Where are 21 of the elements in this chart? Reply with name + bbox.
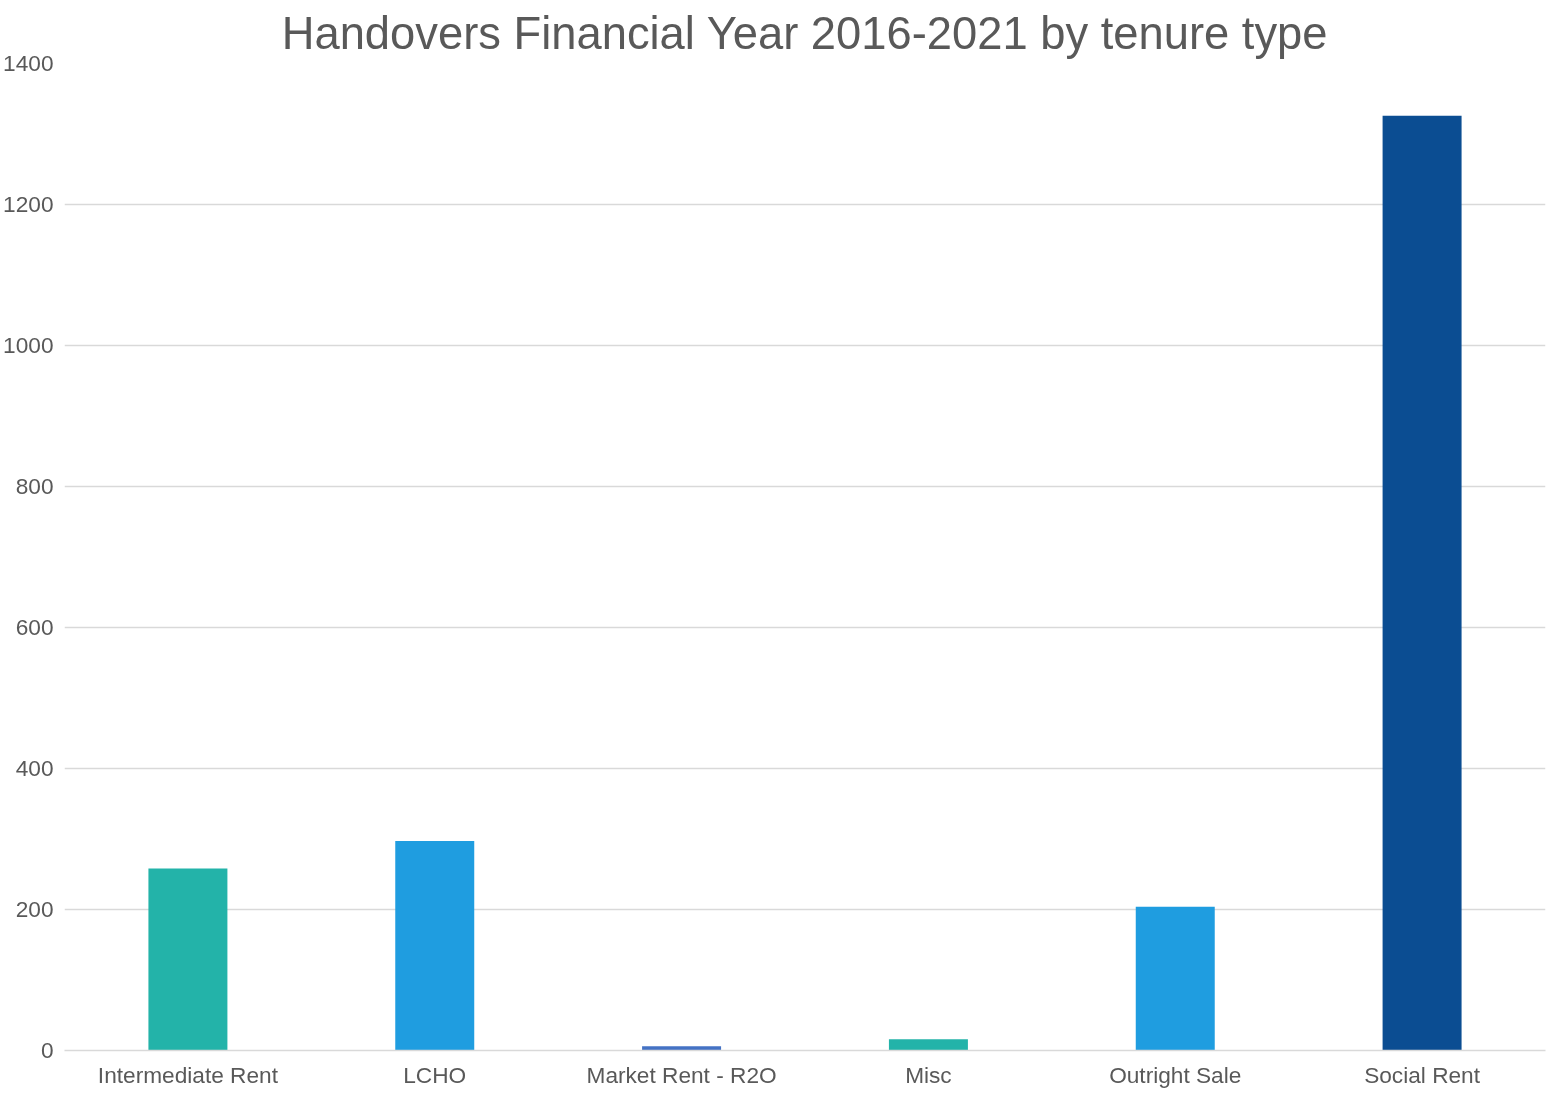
x-tick-label: Social Rent [1364,1061,1481,1088]
x-tick-label: Market Rent - R2O [586,1061,777,1088]
chart-title: Handovers Financial Year 2016-2021 by tenure type [281,7,1328,59]
bar [1382,115,1462,1051]
y-tick-label: 1400 [3,50,54,76]
y-tick-label: 1000 [3,332,54,358]
bar [395,841,475,1051]
y-tick-label: 800 [15,473,54,499]
bar [1135,906,1215,1051]
y-tick-label: 0 [40,1037,54,1063]
x-tick-label: Intermediate Rent [97,1061,279,1088]
x-tick-label: LCHO [403,1061,467,1088]
bar [148,868,228,1051]
y-tick-label: 200 [15,896,54,922]
y-tick-label: 400 [15,755,54,781]
x-tick-label: Outright Sale [1109,1061,1242,1088]
x-tick-label: Misc [905,1061,952,1088]
bar [642,1046,722,1051]
y-tick-label: 600 [15,614,54,640]
bar [888,1039,968,1051]
y-tick-label: 1200 [3,191,54,217]
